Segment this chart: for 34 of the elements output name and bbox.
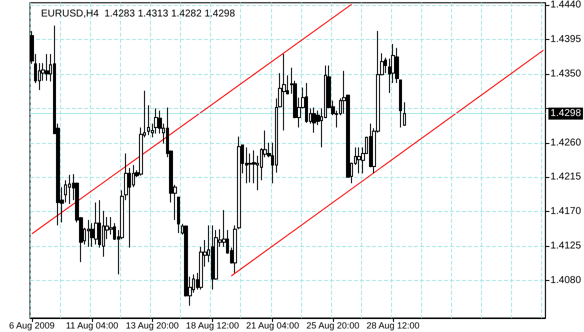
candlestick — [87, 220, 90, 248]
candlestick — [147, 104, 150, 136]
candlestick — [177, 196, 180, 234]
candlestick — [45, 53, 49, 82]
x-tick-label: 13 Aug 20:00 — [126, 320, 179, 330]
candlestick — [305, 82, 308, 124]
x-tick-label: 25 Aug 20:00 — [306, 320, 360, 330]
y-tick-label: 1.4170 — [550, 206, 582, 218]
ref-line-label: 1.4298 — [550, 108, 582, 120]
candlestick — [357, 146, 361, 174]
x-tick-label: 6 Aug 2009 — [9, 320, 55, 330]
x-tick-label: 18 Aug 12:00 — [186, 320, 239, 330]
candlestick — [395, 47, 399, 84]
candlestick — [403, 102, 406, 126]
candlestick — [154, 108, 158, 134]
candlestick — [245, 146, 248, 184]
x-tick-label: 11 Aug 04:00 — [66, 320, 118, 330]
y-tick-label: 1.4125 — [550, 240, 582, 252]
candlestick — [94, 202, 98, 246]
candlestick — [68, 174, 71, 204]
candlestick — [211, 224, 214, 290]
x-tick-label: 28 Aug 12:00 — [366, 320, 420, 330]
y-tick-label: 1.4260 — [550, 137, 582, 148]
text: EURUSD,H4 1.4283 1.4313 1.4282 1.4298 — [41, 8, 236, 20]
candlestick — [282, 53, 286, 132]
candlestick — [384, 57, 387, 74]
candlestick — [399, 80, 402, 128]
candlestick — [312, 107, 316, 134]
x-tick-label: 21 Aug 04:00 — [246, 320, 300, 330]
y-tick-label: 1.4215 — [550, 172, 582, 183]
y-tick-label: 1.4395 — [550, 34, 582, 45]
y-tick-label: 1.4440 — [550, 0, 582, 10]
y-tick-label: 1.4350 — [550, 68, 582, 80]
y-tick-label: 1.4080 — [550, 275, 582, 286]
